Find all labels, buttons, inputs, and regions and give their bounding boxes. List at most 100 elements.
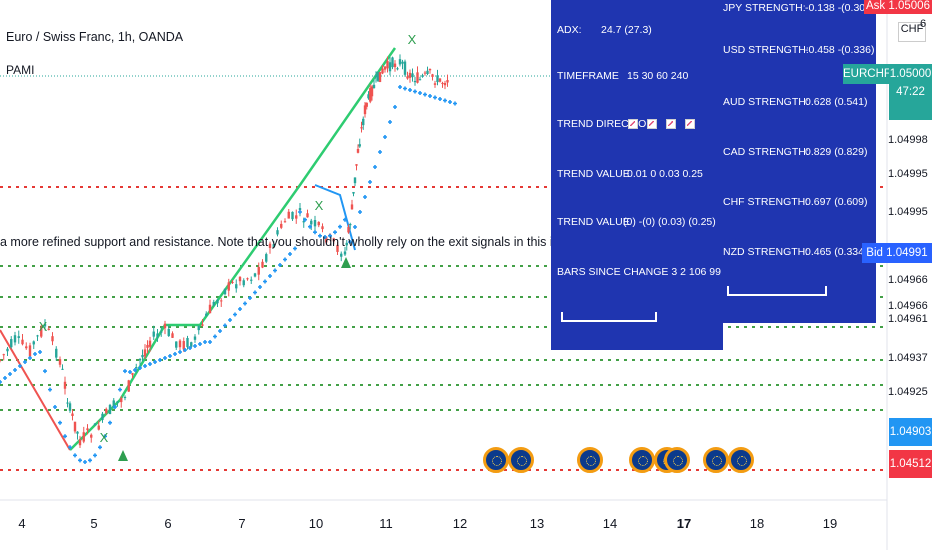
candle-body: [220, 300, 223, 302]
adx-label: ADX:: [557, 24, 582, 36]
eu-flag-icon[interactable]: [629, 447, 655, 473]
eu-flag-icon[interactable]: [664, 447, 690, 473]
candle-body: [127, 380, 130, 392]
candle-body: [436, 75, 439, 83]
candle-body: [360, 127, 363, 129]
candle-body: [411, 73, 414, 78]
candle-body: [43, 323, 47, 327]
trail-marker: [313, 230, 317, 235]
trail-marker: [353, 225, 357, 229]
candle-body: [143, 349, 147, 357]
candle-body: [197, 325, 200, 331]
eu-flag-icon[interactable]: [703, 447, 729, 473]
exit-signal-x: X: [100, 430, 109, 445]
trail-marker: [23, 360, 27, 364]
candle-body: [123, 396, 127, 399]
trend-value-label-2: TREND VALUE: [557, 216, 630, 228]
candle-body: [347, 226, 350, 233]
trail-marker: [48, 387, 52, 392]
candle-body: [167, 328, 170, 336]
eu-flag-icon[interactable]: [577, 447, 603, 473]
date-tick-label: 11: [379, 516, 393, 531]
trail-marker: [8, 372, 12, 376]
trail-marker: [368, 180, 372, 184]
strength-value: 0.829 (0.829): [805, 146, 868, 158]
date-tick-label: 6: [164, 516, 172, 531]
price-label: 1.04966: [888, 300, 928, 312]
candle-body: [365, 102, 368, 107]
eu-flag-icon[interactable]: [508, 447, 534, 473]
candle-body: [343, 251, 347, 255]
strength-row: CAD STRENGTH:: [723, 146, 809, 158]
trail-marker: [218, 329, 222, 333]
indicator-label[interactable]: PAMI: [6, 63, 35, 77]
eu-flag-icon[interactable]: [483, 447, 509, 473]
eu-flag-icon[interactable]: [728, 447, 754, 473]
candle-body: [325, 236, 328, 243]
candle-body: [383, 66, 387, 70]
trail-marker: [408, 88, 412, 92]
strength-row: CHF STRENGTH:: [723, 196, 809, 208]
candle-body: [423, 72, 427, 74]
trail-marker: [403, 86, 407, 91]
candle-body: [406, 76, 409, 79]
check-icon: [628, 119, 638, 130]
trail-marker: [273, 268, 277, 273]
candle-body: [141, 354, 144, 358]
candle-body: [212, 301, 215, 306]
candle-body: [391, 57, 394, 68]
candle-body: [186, 337, 189, 348]
candle-body: [352, 191, 355, 194]
candle-body: [386, 60, 389, 69]
trail-marker: [383, 135, 387, 139]
trail-marker: [68, 445, 72, 450]
candle-body: [443, 82, 447, 86]
candle-body: [146, 344, 149, 348]
candle-body: [246, 278, 249, 280]
trail-marker: [123, 369, 127, 374]
candle-body: [418, 79, 422, 81]
exit-signal-x: X: [408, 32, 417, 47]
trail-marker: [418, 91, 422, 95]
candle-body: [66, 402, 69, 404]
candle-body: [76, 431, 79, 434]
trail-marker: [258, 285, 262, 289]
strength-value: -0.458 -(0.336): [805, 44, 875, 56]
candle-body: [131, 373, 134, 375]
trail-marker: [323, 235, 327, 239]
candle-body: [97, 425, 100, 430]
candle-body: [345, 242, 348, 246]
candle-body: [238, 276, 242, 282]
trail-marker: [43, 369, 47, 374]
trail-marker: [143, 364, 147, 368]
candle-body: [2, 354, 5, 356]
candle-body: [291, 211, 294, 220]
date-tick-label: 17: [676, 516, 692, 531]
trail-marker: [78, 458, 82, 463]
candle-body: [376, 71, 380, 81]
candle-body: [416, 72, 419, 83]
candle-body: [321, 226, 324, 230]
date-tick-label: 7: [238, 516, 246, 531]
trail-marker: [103, 434, 107, 439]
exit-signal-x: X: [315, 198, 324, 213]
trail-marker: [263, 279, 267, 284]
candle-body: [171, 333, 174, 338]
trail-marker: [53, 405, 57, 409]
trend-value-1: 0.01 0 0.03 0.25: [627, 168, 703, 180]
chart-title: Euro / Swiss Franc, 1h, OANDA: [6, 30, 184, 44]
candle-body: [190, 342, 193, 347]
trail-marker: [133, 368, 137, 372]
candle-body: [193, 336, 197, 340]
candle-body: [257, 267, 260, 275]
currency-tag[interactable]: CHF: [898, 22, 926, 42]
trail-marker: [228, 318, 232, 322]
overlay-text: a more refined support and resistance. N…: [0, 235, 642, 249]
strength-value: 0.465 (0.334): [805, 246, 868, 258]
candle-body: [227, 282, 230, 291]
trail-marker: [93, 453, 97, 458]
candle-body: [421, 75, 424, 77]
trail-marker: [13, 368, 17, 372]
